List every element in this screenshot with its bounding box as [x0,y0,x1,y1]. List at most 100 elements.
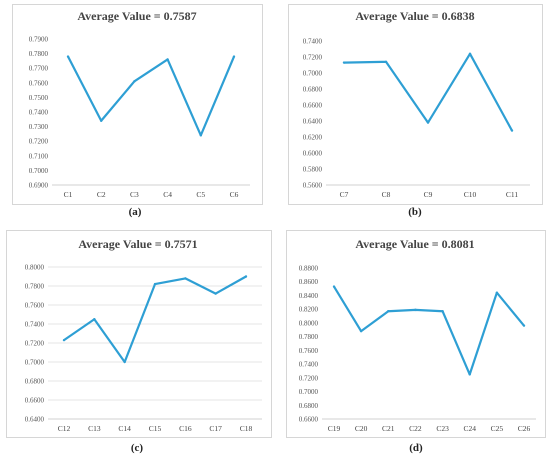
y-tick-label: 0.7600 [299,347,319,355]
data-point [66,55,70,58]
data-point [522,324,526,327]
x-tick-label: C17 [209,424,222,433]
data-point [133,80,136,83]
caption-b: (b) [408,206,422,218]
x-tick-label: C3 [130,190,139,199]
y-tick-label: 0.7400 [29,109,49,117]
x-tick-label: C14 [118,424,131,433]
data-point [359,329,363,333]
data-point [153,282,157,286]
y-tick-label: 0.6400 [25,416,45,424]
chart-title: Average Value = 0.8081 [355,237,474,251]
y-tick-label: 0.8600 [299,278,319,286]
chart-title: Average Value = 0.7587 [77,9,196,23]
y-tick-label: 0.8800 [299,265,319,273]
data-point [184,277,187,280]
y-tick-label: 0.6800 [299,402,319,410]
data-point [166,58,169,61]
x-tick-label: C23 [436,424,449,433]
y-tick-label: 0.7800 [29,50,49,58]
x-tick-label: C4 [163,190,172,199]
x-tick-label: C25 [491,424,504,433]
data-point [426,121,430,124]
y-tick-label: 0.7200 [29,138,49,146]
y-tick-label: 0.7800 [299,333,319,341]
y-tick-label: 0.8400 [299,292,319,300]
data-point [100,119,103,122]
caption-d: (d) [409,442,423,454]
x-tick-label: C16 [179,424,192,433]
y-tick-label: 0.7400 [299,361,319,369]
y-tick-label: 0.8200 [299,306,319,314]
x-tick-label: C18 [240,424,253,433]
y-tick-label: 0.7000 [25,359,45,367]
data-point [441,310,444,313]
y-tick-label: 0.7000 [29,167,49,175]
y-tick-label: 0.7600 [25,302,45,310]
y-tick-label: 0.6200 [303,134,323,142]
series-line [333,285,525,376]
y-tick-label: 0.7800 [25,283,45,291]
y-tick-label: 0.7900 [29,36,49,44]
x-tick-label: C15 [149,424,162,433]
data-point [342,61,346,64]
y-tick-label: 0.8000 [299,319,319,327]
data-point [414,308,417,312]
x-tick-label: C22 [409,424,422,433]
y-tick-label: 0.7700 [29,65,49,73]
data-point [62,338,66,342]
x-tick-label: C10 [464,190,477,199]
y-tick-label: 0.8000 [25,264,45,272]
y-tick-label: 0.7300 [29,123,49,131]
data-point [123,360,126,364]
x-tick-label: C26 [518,424,531,433]
y-tick-label: 0.7600 [29,79,49,87]
x-tick-label: C12 [58,424,71,433]
data-point [495,291,499,294]
chart-title: Average Value = 0.7571 [78,237,197,251]
y-tick-label: 0.5800 [303,166,323,174]
y-tick-label: 0.6000 [303,150,323,158]
data-point [214,292,217,295]
x-tick-label: C19 [328,424,341,433]
x-tick-label: C8 [382,190,391,199]
data-point [232,55,236,58]
y-tick-label: 0.6600 [303,102,323,110]
y-tick-label: 0.7000 [299,388,319,396]
y-tick-label: 0.6600 [25,397,45,405]
panel-d-frame [286,230,546,438]
y-tick-label: 0.7500 [29,94,49,102]
panel-a-frame [12,4,263,205]
x-tick-label: C6 [230,190,239,199]
caption-a: (a) [128,206,142,218]
x-tick-label: C2 [97,190,106,199]
data-point [468,373,471,376]
chart-title: Average Value = 0.6838 [355,9,474,23]
data-point [510,129,514,132]
y-tick-label: 0.7200 [25,340,45,348]
y-tick-label: 0.6600 [299,416,319,424]
y-tick-label: 0.7000 [303,70,323,78]
panel-c-frame [6,230,272,438]
data-point [332,285,336,288]
x-tick-label: C5 [196,190,205,199]
data-point [387,310,390,313]
data-point [384,60,388,63]
y-tick-label: 0.7200 [299,374,319,382]
y-tick-label: 0.6800 [303,86,323,94]
y-tick-label: 0.7100 [29,152,49,160]
y-tick-label: 0.7200 [303,54,323,62]
y-tick-label: 0.6900 [29,182,49,190]
data-point [199,134,202,137]
y-tick-label: 0.6400 [303,118,323,126]
data-point [93,318,96,321]
y-tick-label: 0.6800 [25,378,45,386]
x-tick-label: C20 [355,424,368,433]
x-tick-label: C13 [88,424,101,433]
y-tick-label: 0.7400 [25,321,45,329]
x-tick-label: C9 [424,190,433,199]
x-tick-label: C7 [340,190,349,199]
